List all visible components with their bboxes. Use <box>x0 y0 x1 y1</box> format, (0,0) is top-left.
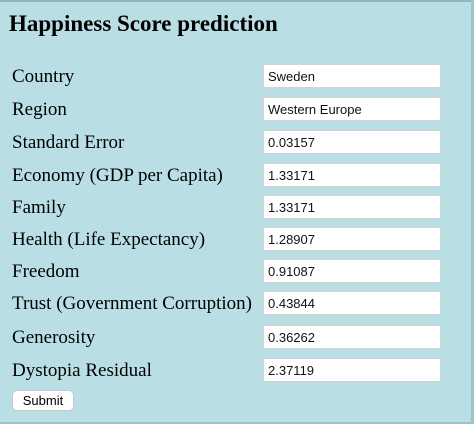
country-row: Country <box>12 61 442 93</box>
health-input[interactable] <box>263 227 441 251</box>
window-right-edge <box>471 0 474 424</box>
health-row: Health (Life Expectancy) <box>12 224 442 256</box>
window-bottom-edge <box>0 422 474 424</box>
page-title: Happiness Score prediction <box>9 11 278 36</box>
economy-label: Economy (GDP per Capita) <box>12 165 223 186</box>
economy-row: Economy (GDP per Capita) <box>12 160 442 192</box>
country-input[interactable] <box>263 64 441 88</box>
dystopia-residual-row: Dystopia Residual <box>12 355 442 387</box>
dystopia-residual-input[interactable] <box>263 358 441 382</box>
generosity-input[interactable] <box>263 325 441 349</box>
generosity-label: Generosity <box>12 327 96 348</box>
country-label: Country <box>12 66 75 87</box>
region-input[interactable] <box>263 97 441 121</box>
family-row: Family <box>12 192 442 224</box>
generosity-row: Generosity <box>12 322 442 354</box>
standard-error-input[interactable] <box>263 130 441 154</box>
trust-label: Trust (Government Corruption) <box>12 293 252 314</box>
freedom-row: Freedom <box>12 256 442 288</box>
trust-row: Trust (Government Corruption) <box>12 288 442 320</box>
window-top-edge <box>0 0 474 2</box>
freedom-input[interactable] <box>263 259 441 283</box>
dystopia-residual-label: Dystopia Residual <box>12 360 152 381</box>
family-input[interactable] <box>263 195 441 219</box>
region-label: Region <box>12 99 67 120</box>
family-label: Family <box>12 197 66 218</box>
submit-button[interactable]: Submit <box>12 390 74 411</box>
standard-error-label: Standard Error <box>12 132 125 153</box>
economy-input[interactable] <box>263 163 441 187</box>
region-row: Region <box>12 94 442 126</box>
freedom-label: Freedom <box>12 261 80 282</box>
trust-input[interactable] <box>263 291 441 315</box>
health-label: Health (Life Expectancy) <box>12 229 206 250</box>
standard-error-row: Standard Error <box>12 127 442 159</box>
